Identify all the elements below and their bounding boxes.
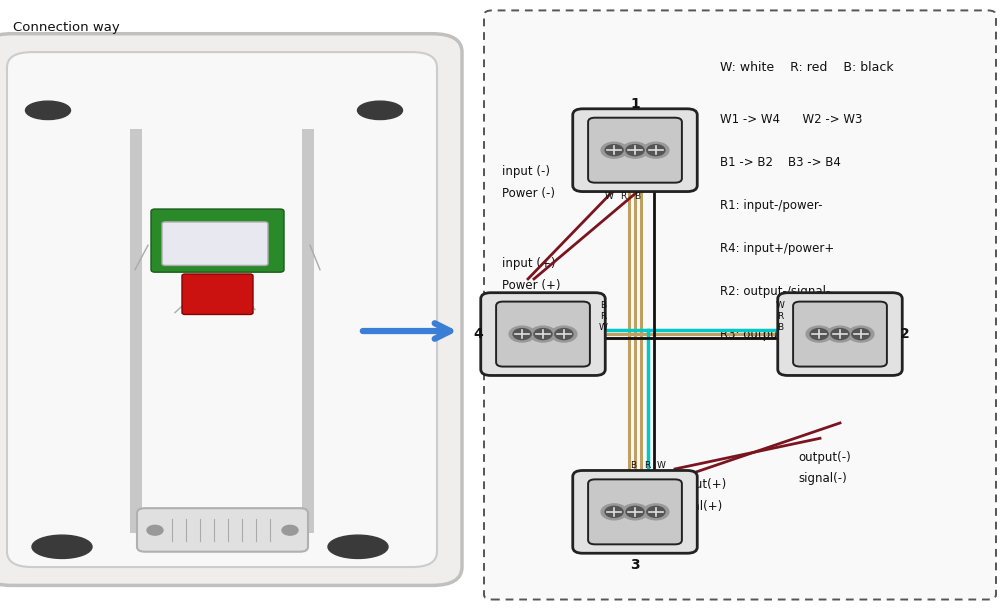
Text: output(+): output(+) bbox=[668, 478, 726, 491]
Text: B: B bbox=[634, 192, 640, 201]
Circle shape bbox=[605, 145, 623, 156]
Text: W: W bbox=[605, 192, 613, 201]
Circle shape bbox=[147, 525, 163, 535]
Circle shape bbox=[852, 329, 870, 340]
FancyBboxPatch shape bbox=[778, 293, 902, 375]
Circle shape bbox=[643, 504, 669, 520]
Text: B: B bbox=[600, 300, 606, 310]
Text: B: B bbox=[630, 461, 636, 470]
Circle shape bbox=[647, 145, 665, 156]
Text: 2: 2 bbox=[900, 327, 909, 341]
Circle shape bbox=[534, 329, 552, 340]
Bar bbox=[302, 129, 314, 533]
Text: input (+): input (+) bbox=[502, 257, 556, 270]
Text: W: white    R: red    B: black: W: white R: red B: black bbox=[720, 61, 894, 74]
Circle shape bbox=[555, 329, 573, 340]
Text: input (-): input (-) bbox=[502, 165, 550, 178]
Circle shape bbox=[810, 329, 828, 340]
Text: 1: 1 bbox=[630, 97, 640, 112]
FancyBboxPatch shape bbox=[573, 471, 697, 553]
Text: B: B bbox=[777, 322, 783, 332]
Text: W: W bbox=[776, 300, 784, 310]
Text: W1 -> W4      W2 -> W3: W1 -> W4 W2 -> W3 bbox=[720, 113, 862, 126]
FancyBboxPatch shape bbox=[7, 52, 437, 567]
Text: W: W bbox=[599, 322, 607, 332]
Circle shape bbox=[643, 142, 669, 158]
Text: R: R bbox=[620, 192, 626, 201]
Circle shape bbox=[551, 326, 577, 342]
FancyBboxPatch shape bbox=[573, 109, 697, 192]
FancyBboxPatch shape bbox=[0, 34, 462, 585]
Ellipse shape bbox=[358, 101, 402, 120]
FancyBboxPatch shape bbox=[496, 302, 590, 367]
Ellipse shape bbox=[26, 101, 70, 120]
Text: Power (+): Power (+) bbox=[502, 280, 560, 292]
Text: 3: 3 bbox=[630, 558, 640, 572]
FancyBboxPatch shape bbox=[588, 479, 682, 544]
Text: Power (-): Power (-) bbox=[502, 188, 555, 200]
Circle shape bbox=[827, 326, 853, 342]
Circle shape bbox=[601, 142, 627, 158]
FancyBboxPatch shape bbox=[182, 274, 253, 314]
Circle shape bbox=[626, 506, 644, 517]
Text: R: R bbox=[644, 461, 650, 470]
Circle shape bbox=[509, 326, 535, 342]
Text: R1: input-/power-: R1: input-/power- bbox=[720, 199, 822, 212]
FancyBboxPatch shape bbox=[481, 293, 605, 375]
FancyBboxPatch shape bbox=[588, 118, 682, 183]
FancyBboxPatch shape bbox=[484, 10, 996, 600]
FancyBboxPatch shape bbox=[151, 209, 284, 272]
Text: W: W bbox=[657, 461, 665, 470]
FancyBboxPatch shape bbox=[793, 302, 887, 367]
Circle shape bbox=[647, 506, 665, 517]
Circle shape bbox=[848, 326, 874, 342]
Bar bbox=[130, 129, 142, 533]
Circle shape bbox=[513, 329, 531, 340]
Text: B1 -> B2    B3 -> B4: B1 -> B2 B3 -> B4 bbox=[720, 156, 841, 169]
Text: 4: 4 bbox=[474, 327, 483, 341]
Text: R: R bbox=[600, 311, 606, 321]
Ellipse shape bbox=[328, 535, 388, 558]
FancyBboxPatch shape bbox=[137, 508, 308, 552]
Circle shape bbox=[626, 145, 644, 156]
Text: R3: output+/signal+: R3: output+/signal+ bbox=[720, 328, 841, 341]
Circle shape bbox=[605, 506, 623, 517]
Ellipse shape bbox=[32, 535, 92, 558]
Circle shape bbox=[282, 525, 298, 535]
Circle shape bbox=[622, 504, 648, 520]
Text: Connection way: Connection way bbox=[13, 21, 120, 34]
Circle shape bbox=[622, 142, 648, 158]
FancyBboxPatch shape bbox=[162, 222, 268, 265]
Circle shape bbox=[806, 326, 832, 342]
Text: R: R bbox=[777, 311, 783, 321]
Circle shape bbox=[831, 329, 849, 340]
Circle shape bbox=[601, 504, 627, 520]
Text: signal(+): signal(+) bbox=[668, 500, 722, 512]
Text: R2: output-/signal-: R2: output-/signal- bbox=[720, 285, 830, 298]
Text: R4: input+/power+: R4: input+/power+ bbox=[720, 242, 834, 255]
Text: signal(-): signal(-) bbox=[798, 472, 847, 485]
Text: output(-): output(-) bbox=[798, 451, 851, 463]
Circle shape bbox=[530, 326, 556, 342]
